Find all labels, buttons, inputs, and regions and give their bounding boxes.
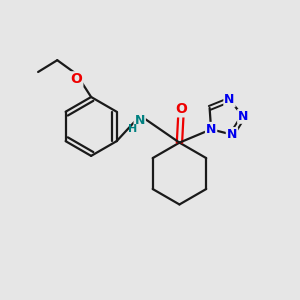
Text: N: N (224, 93, 235, 106)
Text: N: N (227, 128, 237, 141)
Text: N: N (238, 110, 248, 123)
Text: O: O (70, 72, 82, 86)
Text: O: O (175, 102, 187, 116)
Text: N: N (206, 123, 216, 136)
Text: N: N (134, 114, 145, 127)
Text: H: H (128, 124, 137, 134)
